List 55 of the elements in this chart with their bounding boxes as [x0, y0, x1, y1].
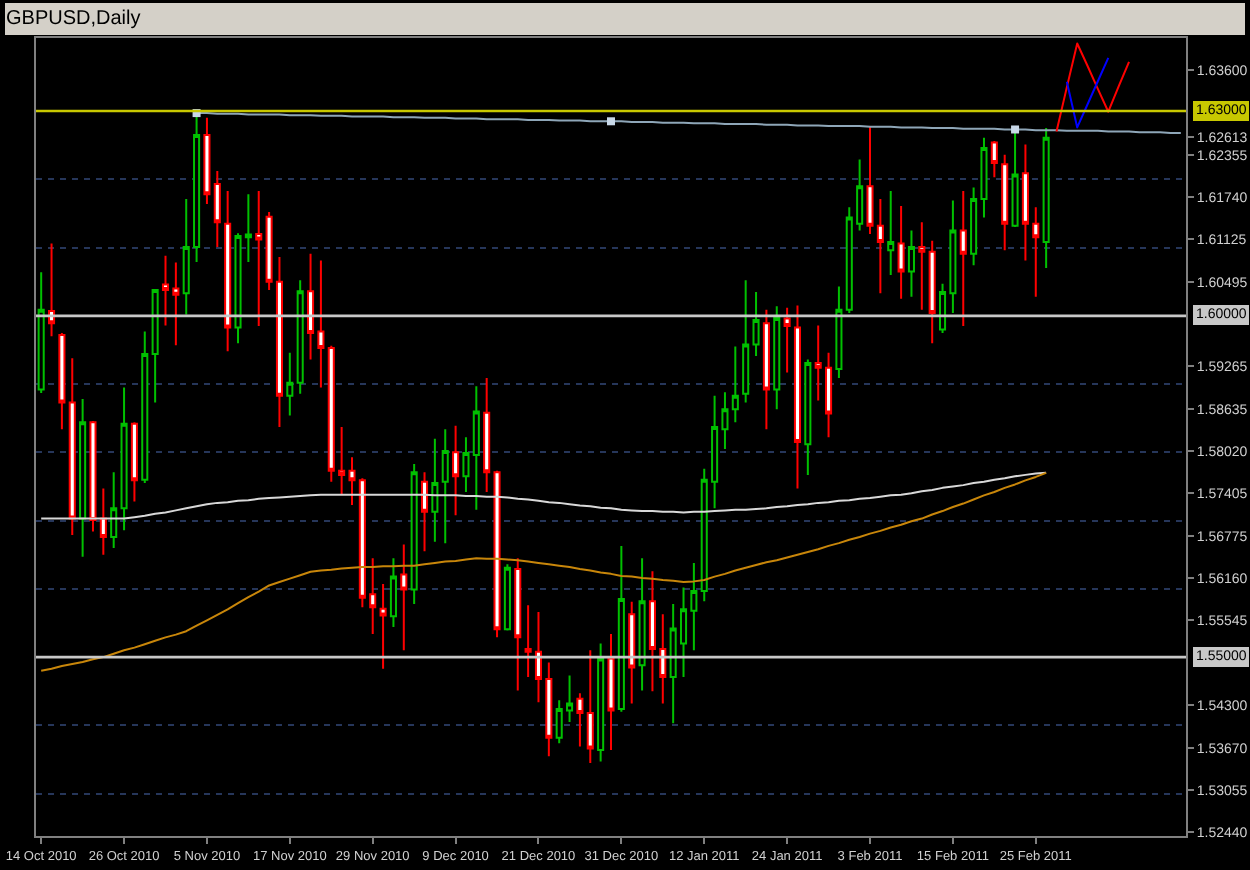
- candlestick: [255, 189, 263, 328]
- candlestick: [514, 557, 522, 692]
- candlestick: [804, 358, 812, 476]
- line-series: [40, 471, 1048, 520]
- candlestick: [431, 437, 439, 543]
- candlestick: [959, 189, 967, 328]
- candlestick: [493, 469, 501, 639]
- candlestick: [918, 221, 926, 311]
- candlestick: [79, 398, 87, 558]
- candlestick: [389, 557, 397, 629]
- candlestick: [120, 386, 128, 532]
- candlestick: [835, 285, 843, 379]
- candlestick: [151, 288, 159, 404]
- candlestick: [773, 305, 781, 411]
- candlestick: [586, 649, 594, 764]
- candlestick: [483, 376, 491, 493]
- candlestick: [296, 279, 304, 395]
- candlestick: [58, 331, 66, 431]
- candlestick: [110, 471, 118, 549]
- candlestick: [48, 242, 56, 338]
- line-series: [195, 112, 1182, 134]
- candlestick: [441, 428, 449, 545]
- candlestick: [503, 563, 511, 632]
- candlestick: [130, 421, 138, 503]
- candlestick: [141, 330, 149, 485]
- candlestick: [203, 116, 211, 205]
- candlestick: [379, 583, 387, 670]
- candlestick: [762, 308, 770, 431]
- candlestick: [628, 600, 636, 705]
- candlestick: [576, 692, 584, 748]
- candlestick: [213, 170, 221, 248]
- candlestick: [452, 424, 460, 517]
- line-series: [40, 471, 1048, 672]
- candlestick: [742, 279, 750, 404]
- candlestick: [897, 204, 905, 300]
- candlestick: [37, 271, 45, 394]
- candlestick: [928, 239, 936, 345]
- candlestick: [224, 189, 232, 353]
- candlestick: [617, 544, 625, 713]
- candlestick: [400, 543, 408, 652]
- candlestick: [286, 351, 294, 417]
- candlestick: [420, 471, 429, 553]
- candlestick: [597, 642, 605, 763]
- candlestick: [638, 557, 646, 692]
- candlestick: [752, 290, 760, 358]
- line-series: [1065, 56, 1110, 129]
- candlestick: [907, 229, 915, 298]
- candlestick: [607, 632, 615, 751]
- chart-title: GBPUSD,Daily: [6, 8, 141, 30]
- candlestick: [1011, 128, 1019, 229]
- line-series: [1055, 42, 1131, 133]
- candlestick: [1042, 127, 1050, 270]
- candlestick: [410, 462, 418, 605]
- candlestick: [887, 189, 895, 276]
- candlestick: [68, 357, 76, 536]
